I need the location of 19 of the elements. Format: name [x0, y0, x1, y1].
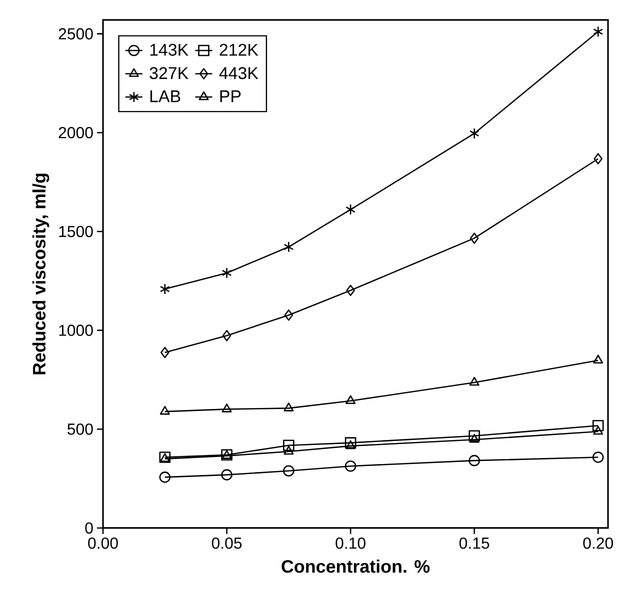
y-tick-label: 0: [85, 522, 93, 534]
x-tick-label: 0.05: [212, 538, 242, 549]
y-tick-label: 2500: [58, 28, 93, 40]
x-tick-label: 0.15: [459, 538, 490, 549]
y-tick-label: 1500: [59, 226, 93, 238]
legend-label: 212K: [220, 44, 258, 56]
y-tick-label: 500: [68, 424, 93, 435]
x-axis-title: Concentration. %: [282, 560, 430, 573]
y-axis-title: Reduced viscosity, ml/g: [32, 174, 50, 374]
legend-label: LAB: [150, 90, 180, 102]
legend-label: 327K: [150, 67, 188, 80]
legend-label: 443K: [219, 67, 258, 80]
y-tick-label: 2000: [58, 127, 93, 138]
x-tick-label: 0.00: [88, 538, 118, 549]
x-tick-label: 0.10: [336, 538, 366, 549]
y-tick-label: 1000: [59, 324, 93, 336]
x-tick-label: 0.20: [583, 538, 613, 549]
legend-label: PP: [220, 90, 241, 102]
legend-label: 143K: [150, 44, 188, 56]
